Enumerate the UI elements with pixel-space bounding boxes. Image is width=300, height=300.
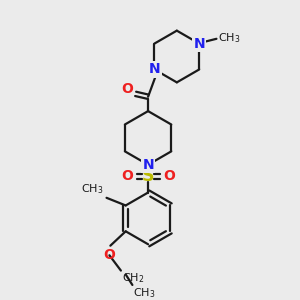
Text: S: S: [142, 167, 154, 185]
Text: CH$_3$: CH$_3$: [133, 286, 156, 300]
Text: N: N: [148, 62, 160, 76]
Text: CH$_2$: CH$_2$: [122, 272, 144, 285]
Text: N: N: [194, 37, 205, 51]
Text: O: O: [121, 82, 133, 96]
Text: O: O: [121, 169, 133, 183]
Text: N: N: [142, 158, 154, 172]
Text: O: O: [163, 169, 175, 183]
Text: O: O: [103, 248, 115, 262]
Text: CH$_3$: CH$_3$: [218, 31, 241, 45]
Text: CH$_3$: CH$_3$: [81, 182, 104, 196]
